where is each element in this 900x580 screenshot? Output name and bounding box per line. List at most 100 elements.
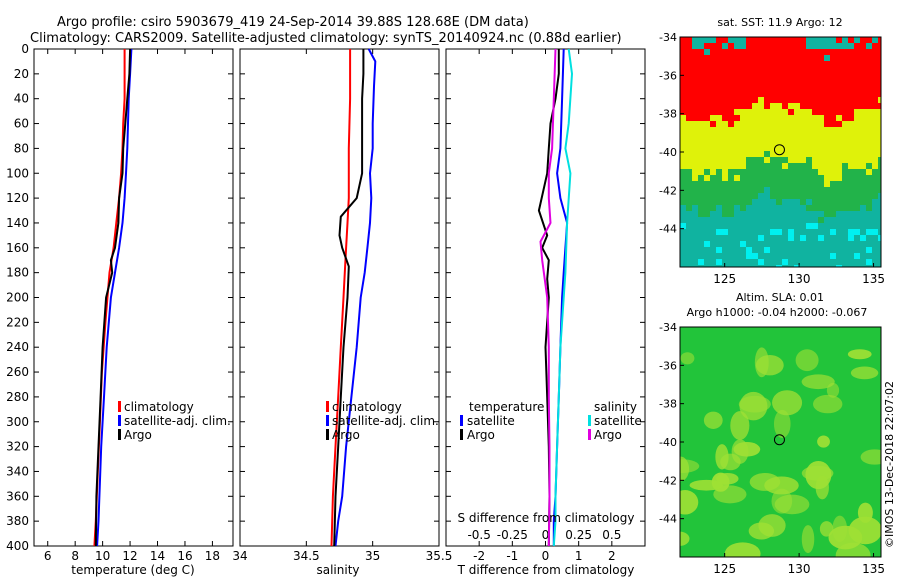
map-x-tick-label: 125 [713, 562, 736, 576]
sst-cell [800, 205, 806, 211]
sst-cell [782, 151, 788, 157]
sst-cell [734, 43, 740, 49]
sst-cell [806, 103, 812, 109]
map-x-tick-label: 135 [862, 272, 885, 286]
sst-cell [752, 235, 758, 241]
sst-cell [830, 127, 836, 133]
sst-cell [848, 133, 854, 139]
sst-cell [836, 151, 842, 157]
sst-cell [758, 73, 764, 79]
sst-cell [710, 151, 716, 157]
sst-cell [704, 169, 710, 175]
legend-swatch-t-satellite [460, 415, 463, 426]
sst-cell [764, 37, 770, 43]
title-line-2: Climatology: CARS2009. Satellite-adjuste… [30, 31, 622, 46]
sst-cell [794, 181, 800, 187]
sst-cell [698, 133, 704, 139]
sst-cell [872, 97, 878, 103]
sst-cell [854, 235, 860, 241]
sst-cell [860, 163, 866, 169]
sst-cell [830, 121, 836, 127]
sst-cell [680, 157, 686, 163]
sst-cell [782, 49, 788, 55]
sst-cell [842, 265, 848, 267]
sst-cell [872, 91, 878, 97]
sst-cell [698, 121, 704, 127]
sst-cell [710, 133, 716, 139]
sst-cell [698, 247, 704, 253]
sst-cell [806, 121, 812, 127]
sst-cell [830, 79, 836, 85]
sst-cell [812, 187, 818, 193]
sst-cell [866, 37, 872, 43]
sst-cell [794, 253, 800, 259]
sla-anomaly-patch [730, 411, 750, 440]
sla-anomaly-patch [731, 439, 749, 464]
sst-cell [758, 85, 764, 91]
sst-cell [740, 145, 746, 151]
sst-cell [878, 259, 881, 265]
sst-cell [770, 259, 776, 265]
sst-cell [686, 217, 692, 223]
sst-cell [734, 175, 740, 181]
sst-cell [842, 175, 848, 181]
sst-cell [770, 127, 776, 133]
x-tick-label: 2 [608, 549, 616, 563]
sst-cell [722, 133, 728, 139]
sst-cell [776, 127, 782, 133]
sst-cell [848, 211, 854, 217]
x-tick-label: 35 [365, 549, 380, 563]
sst-cell [800, 181, 806, 187]
sst-cell [782, 217, 788, 223]
sst-cell [860, 67, 866, 73]
sst-cell [692, 157, 698, 163]
sst-cell [854, 55, 860, 61]
sst-cell [812, 67, 818, 73]
sst-cell [824, 55, 830, 61]
sst-cell [836, 61, 842, 67]
y-tick-label: 0 [21, 42, 29, 56]
sst-cell [692, 67, 698, 73]
x-tick-label: 14 [150, 549, 165, 563]
sst-cell [734, 163, 740, 169]
sst-cell [692, 223, 698, 229]
sst-cell [842, 67, 848, 73]
sst-cell [788, 181, 794, 187]
sst-cell [866, 67, 872, 73]
sst-cell [854, 199, 860, 205]
sst-cell [866, 157, 872, 163]
sst-cell [740, 43, 746, 49]
sla-anomaly-patch [817, 435, 830, 448]
sst-cell [764, 241, 770, 247]
sst-cell [842, 121, 848, 127]
sst-cell [878, 241, 881, 247]
sst-cell [680, 151, 686, 157]
sst-cell [806, 235, 812, 241]
sst-cell [746, 205, 752, 211]
sst-cell [692, 133, 698, 139]
sst-cell [860, 91, 866, 97]
sst-cell [692, 259, 698, 265]
sst-cell [788, 199, 794, 205]
sst-cell [740, 151, 746, 157]
sst-cell [818, 127, 824, 133]
sst-cell [860, 193, 866, 199]
sst-cell [770, 181, 776, 187]
sst-cell [782, 169, 788, 175]
sst-cell [824, 235, 830, 241]
sst-cell [752, 253, 758, 259]
sst-cell [728, 97, 734, 103]
sst-cell [716, 61, 722, 67]
sst-cell [710, 103, 716, 109]
sst-cell [686, 133, 692, 139]
sst-cell [842, 37, 848, 43]
sst-cell [770, 247, 776, 253]
sst-cell [794, 43, 800, 49]
sst-cell [854, 205, 860, 211]
sst-cell [800, 235, 806, 241]
sst-cell [878, 73, 881, 79]
legend-swatch-climatology [118, 401, 121, 412]
sst-cell [824, 157, 830, 163]
sst-cell [800, 85, 806, 91]
sst-cell [692, 79, 698, 85]
